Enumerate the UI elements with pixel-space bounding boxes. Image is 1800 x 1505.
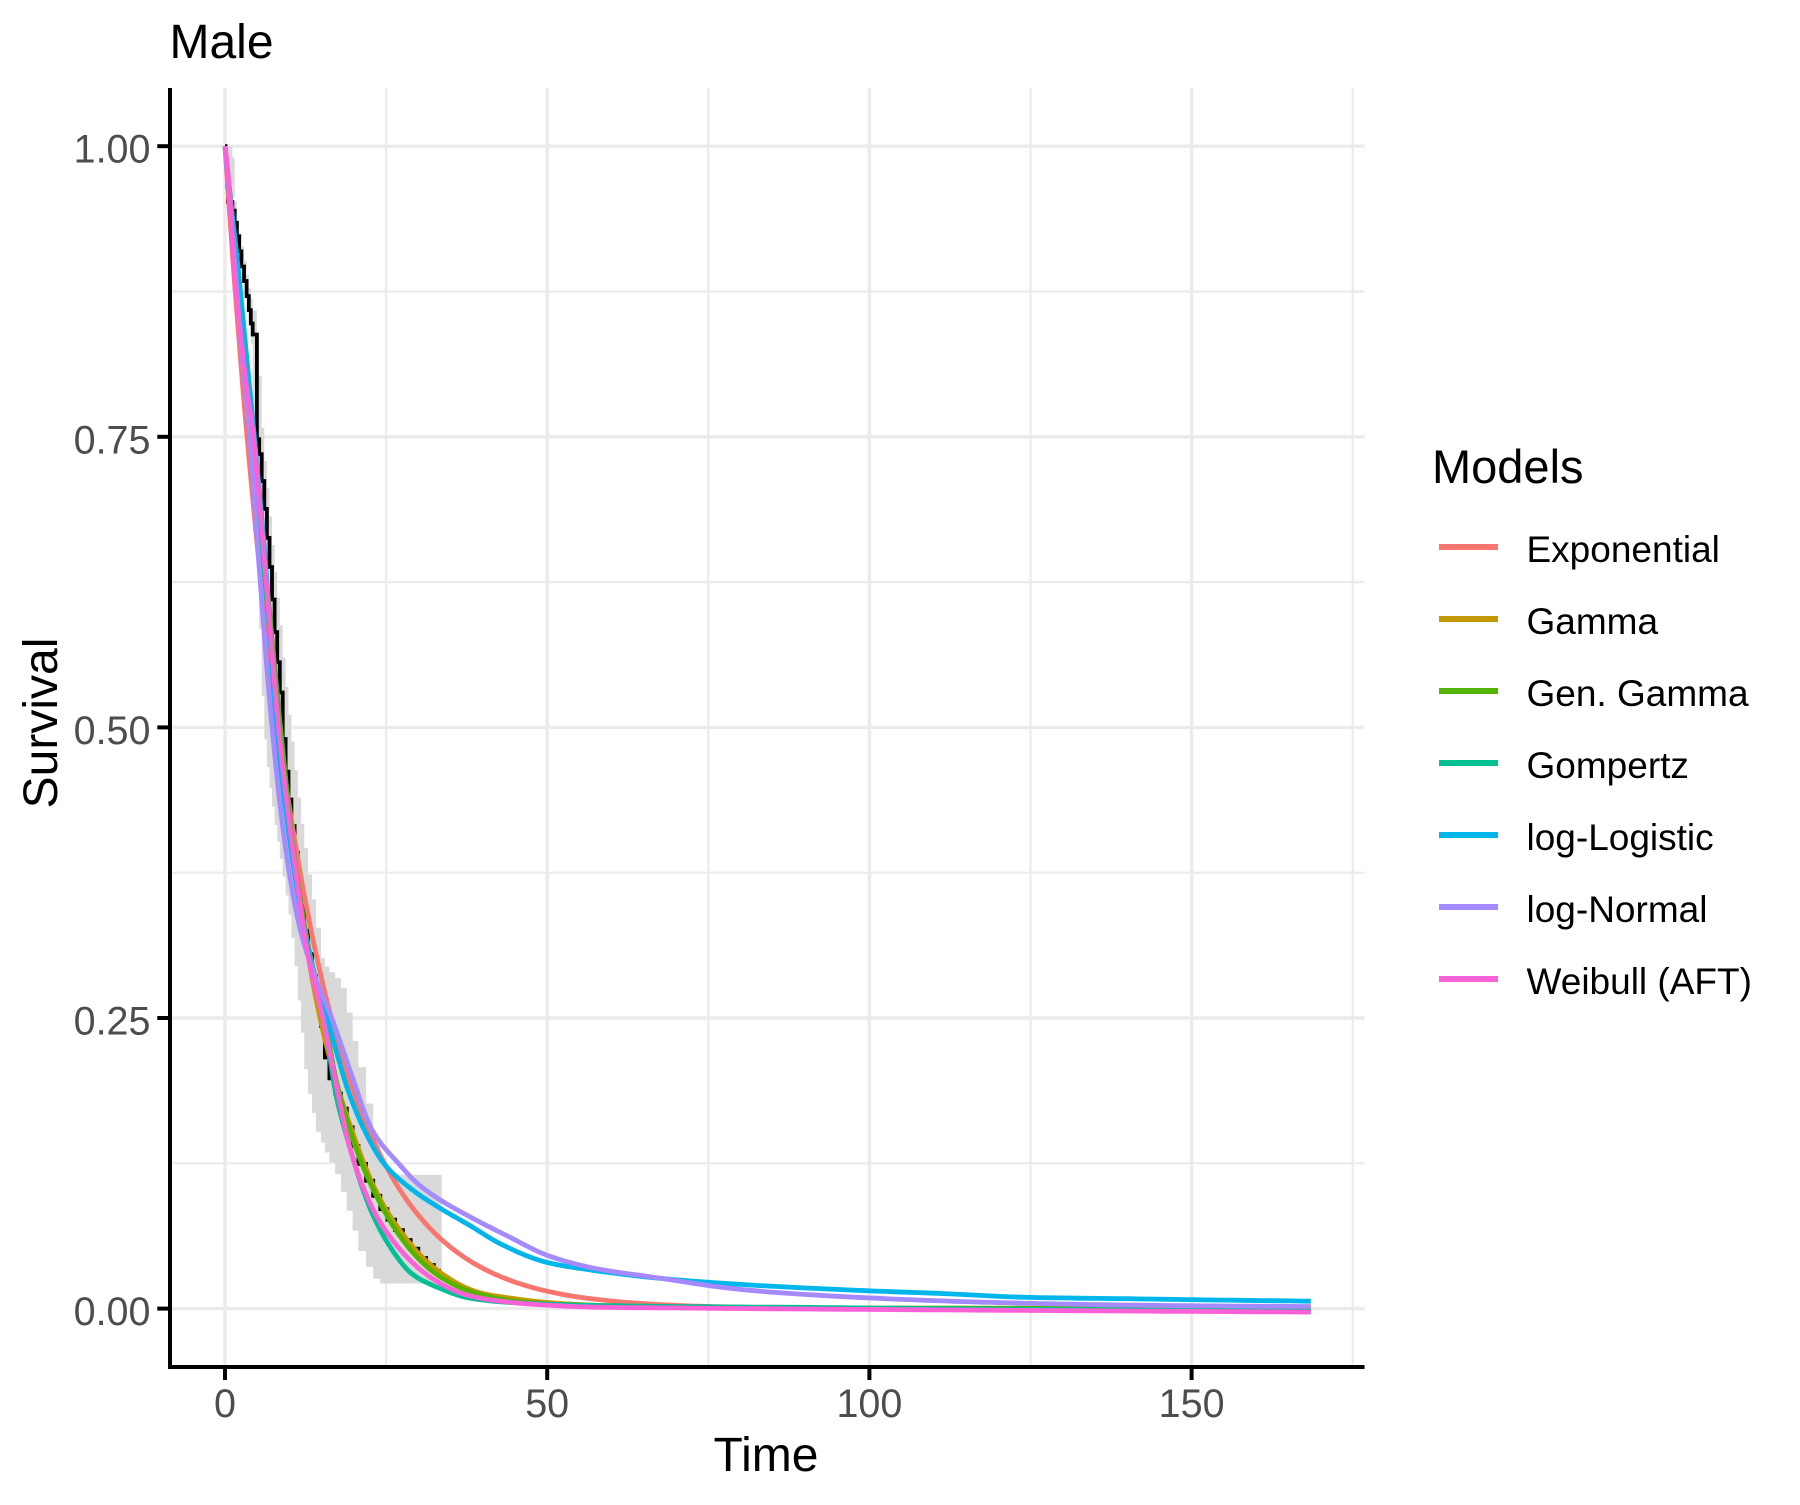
svg-text:log-Normal: log-Normal (1527, 889, 1708, 930)
svg-text:0.75: 0.75 (74, 418, 151, 462)
svg-text:Gompertz: Gompertz (1527, 745, 1689, 786)
svg-text:Exponential: Exponential (1527, 529, 1720, 570)
svg-text:Weibull (AFT): Weibull (AFT) (1527, 961, 1752, 1002)
svg-text:Time: Time (714, 1429, 819, 1482)
svg-text:Survival: Survival (15, 638, 68, 809)
svg-text:Models: Models (1432, 440, 1584, 493)
svg-text:50: 50 (525, 1382, 569, 1426)
svg-text:Gamma: Gamma (1527, 601, 1659, 642)
svg-text:100: 100 (836, 1382, 902, 1426)
svg-text:1.00: 1.00 (74, 128, 151, 172)
svg-text:0.25: 0.25 (74, 1000, 151, 1044)
svg-text:0: 0 (214, 1382, 236, 1426)
svg-text:log-Logistic: log-Logistic (1527, 817, 1714, 858)
svg-text:Gen. Gamma: Gen. Gamma (1527, 673, 1749, 714)
svg-text:Male: Male (170, 16, 274, 69)
svg-text:150: 150 (1159, 1382, 1225, 1426)
svg-text:0.50: 0.50 (74, 709, 151, 753)
svg-text:0.00: 0.00 (74, 1290, 151, 1334)
